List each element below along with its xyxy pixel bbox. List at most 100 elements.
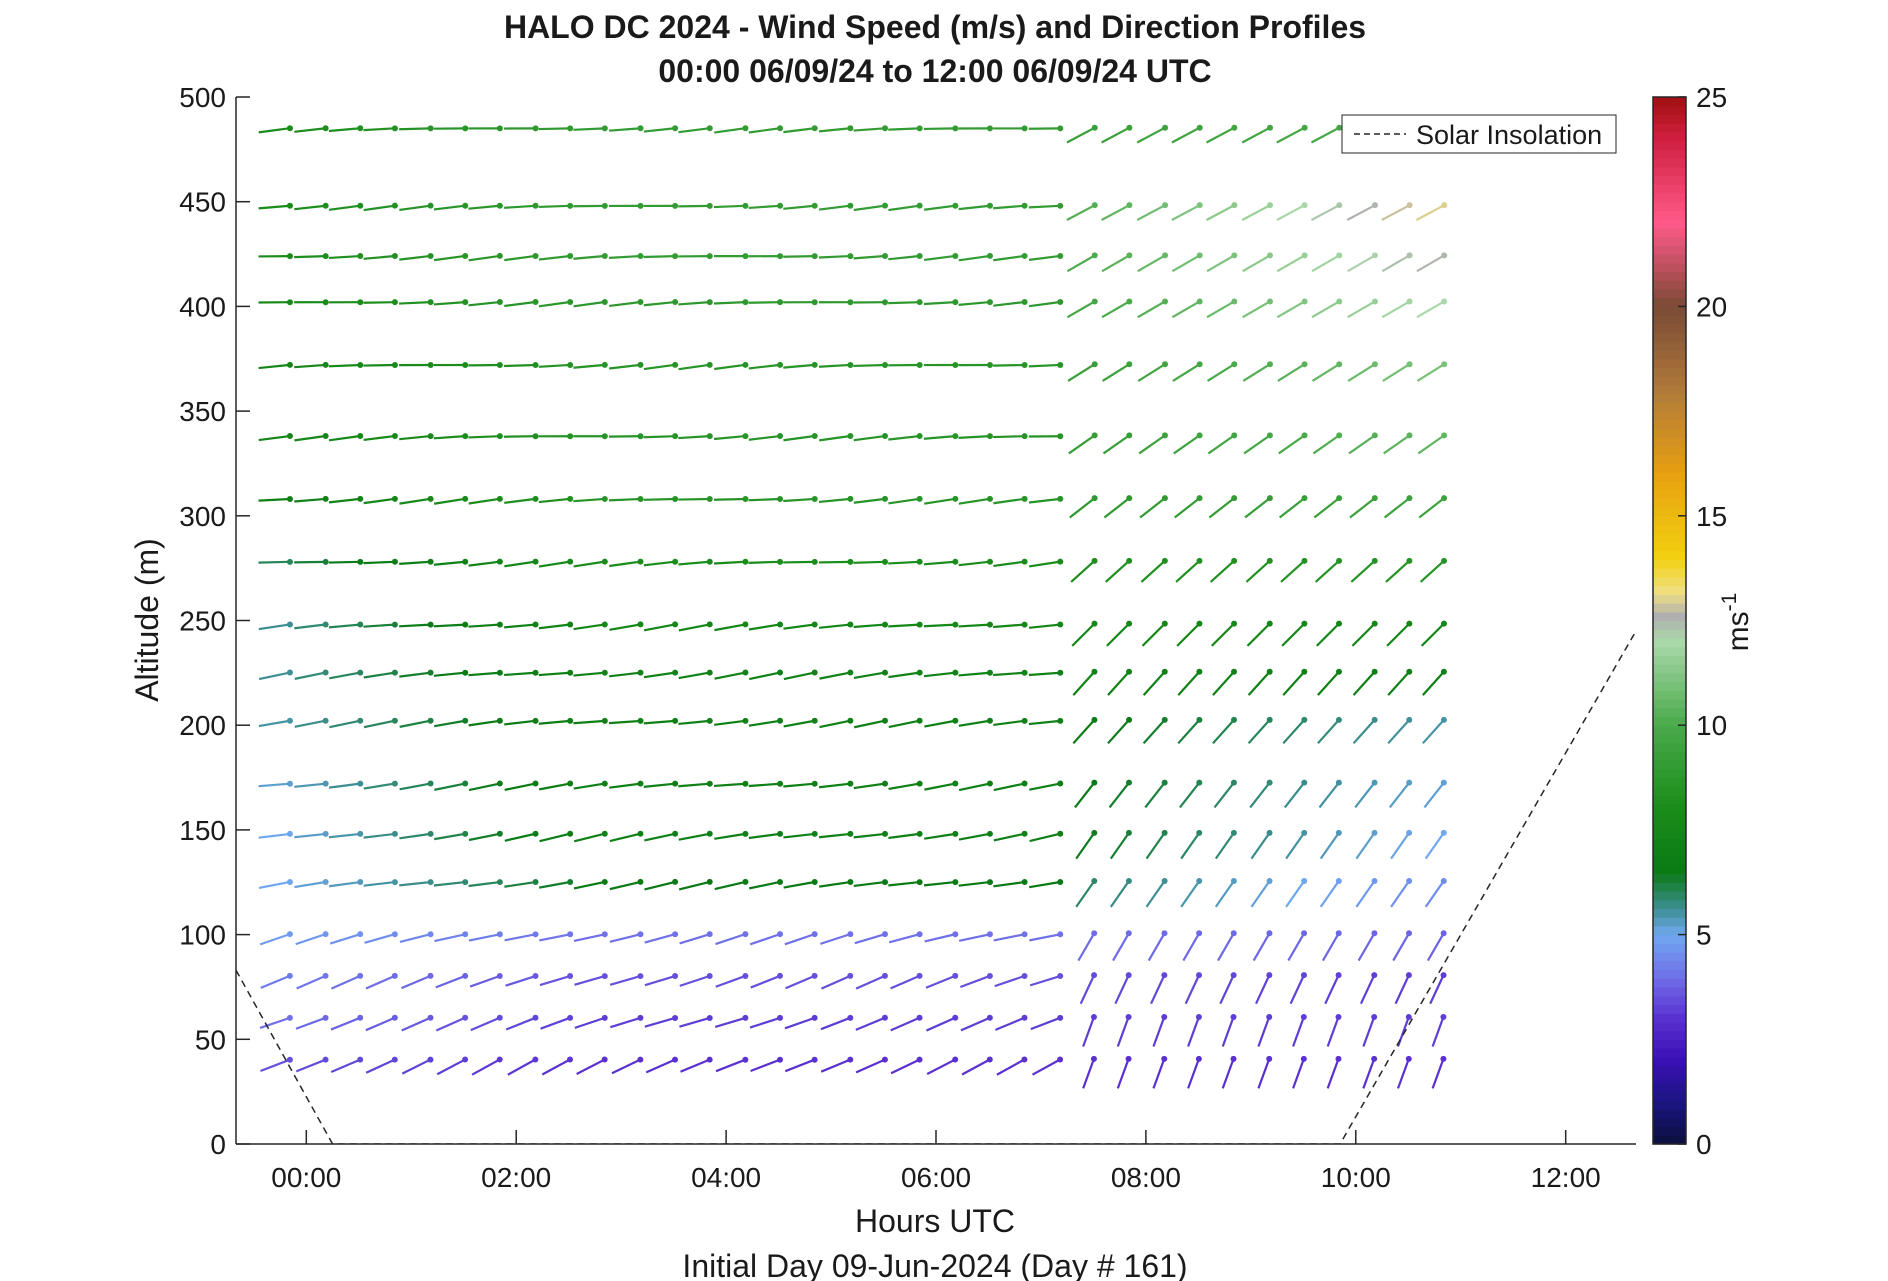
wind-barb	[643, 300, 676, 307]
wind-barb	[573, 719, 605, 725]
wind-barb	[294, 623, 326, 630]
wind-barb	[504, 204, 536, 209]
wind-barb-head	[462, 780, 469, 787]
wind-barb	[1385, 560, 1411, 583]
wind-barb-head	[286, 495, 293, 502]
wind-barb	[328, 204, 361, 211]
wind-barb-head	[672, 780, 679, 787]
wind-barb-head	[1266, 779, 1273, 786]
colorbar-band	[1653, 376, 1686, 386]
wind-barb	[573, 497, 605, 503]
x-tick-label: 12:00	[1531, 1162, 1601, 1193]
wind-barb	[1362, 1058, 1376, 1089]
wind-barb-head	[1196, 972, 1203, 979]
wind-barb-head	[496, 1056, 503, 1063]
wind-barb	[1175, 560, 1201, 583]
wind-barb-head	[882, 830, 889, 837]
wind-barb-head	[1161, 1055, 1168, 1062]
wind-barb	[399, 832, 431, 840]
wind-barb	[1177, 670, 1201, 696]
wind-barb	[678, 782, 710, 788]
wind-barb	[1028, 671, 1061, 677]
colorbar-band	[1653, 620, 1686, 630]
wind-barb-head	[1091, 432, 1098, 439]
wind-barb-head	[1021, 252, 1028, 259]
wind-barb	[923, 623, 956, 628]
wind-barb-head	[916, 252, 923, 259]
wind-barb-head	[532, 669, 539, 676]
wind-barb	[1211, 622, 1235, 647]
wind-barb	[1079, 974, 1096, 1005]
colorbar-band	[1653, 123, 1686, 133]
wind-barb-head	[742, 621, 749, 628]
wind-barb	[1101, 300, 1130, 319]
wind-barb-head	[742, 361, 749, 368]
wind-barb	[433, 301, 466, 306]
wind-barb-head	[1021, 830, 1028, 837]
wind-barb-head	[1441, 298, 1448, 305]
wind-barb	[258, 497, 291, 502]
wind-barb-head	[986, 1056, 993, 1063]
wind-barb-head	[391, 362, 398, 369]
wind-barb-head	[1266, 1055, 1273, 1062]
solar-insolation-line	[236, 630, 1636, 1144]
wind-barb	[748, 127, 781, 134]
wind-barb-head	[1125, 1055, 1132, 1062]
wind-barb-head	[462, 299, 469, 306]
wind-barb-head	[1021, 931, 1028, 938]
wind-barb	[923, 127, 956, 131]
wind-barb	[888, 204, 920, 212]
wind-barb	[1311, 254, 1340, 273]
wind-barb-head	[427, 202, 434, 209]
wind-barb	[818, 623, 851, 629]
colorbar-band	[1653, 1082, 1686, 1093]
wind-barb	[678, 497, 710, 501]
wind-barb	[783, 255, 815, 258]
wind-barb	[888, 560, 920, 565]
wind-barb	[1075, 880, 1096, 908]
wind-barb-head	[1405, 972, 1412, 979]
wind-barb-head	[1161, 495, 1168, 502]
wind-barb	[1315, 622, 1340, 647]
wind-barb	[504, 671, 536, 677]
wind-barb	[714, 127, 746, 134]
wind-barb	[783, 671, 815, 681]
wind-barb	[1082, 1016, 1095, 1047]
wind-barb	[1250, 880, 1271, 908]
wind-barb-head	[357, 780, 364, 787]
wind-barb-head	[1301, 668, 1308, 675]
wind-barb	[258, 782, 291, 788]
wind-barb-head	[1196, 779, 1203, 786]
wind-barb-head	[637, 1014, 644, 1021]
wind-barb	[1357, 932, 1376, 962]
wind-barb-head	[811, 125, 818, 132]
wind-barb-head	[811, 558, 818, 565]
wind-barb-head	[1196, 829, 1203, 836]
wind-barb-head	[1371, 779, 1378, 786]
wind-barb	[1287, 932, 1306, 962]
colorbar-band	[1653, 873, 1686, 883]
wind-barb	[504, 623, 536, 629]
colorbar-band	[1653, 541, 1686, 552]
wind-barb-head	[882, 125, 889, 132]
wind-barb-head	[882, 299, 889, 306]
wind-barb	[644, 974, 676, 987]
wind-barb-head	[1126, 361, 1133, 368]
y-tick-label: 300	[179, 501, 226, 532]
wind-barb	[678, 127, 710, 134]
wind-barb-head	[777, 621, 784, 628]
wind-barb-head	[1057, 621, 1064, 628]
wind-barb-head	[742, 253, 749, 260]
wind-barb-head	[322, 830, 329, 837]
colorbar-band	[1653, 1100, 1686, 1110]
wind-barb	[644, 933, 676, 944]
wind-barb-head	[496, 252, 503, 259]
wind-barb-head	[1091, 557, 1098, 564]
wind-barb	[1207, 434, 1235, 455]
wind-barb	[1028, 300, 1061, 308]
wind-barb	[855, 1058, 886, 1074]
wind-barb-head	[286, 1056, 293, 1063]
wind-barb	[504, 254, 536, 262]
wind-barb	[853, 671, 886, 680]
wind-barb	[258, 560, 291, 564]
